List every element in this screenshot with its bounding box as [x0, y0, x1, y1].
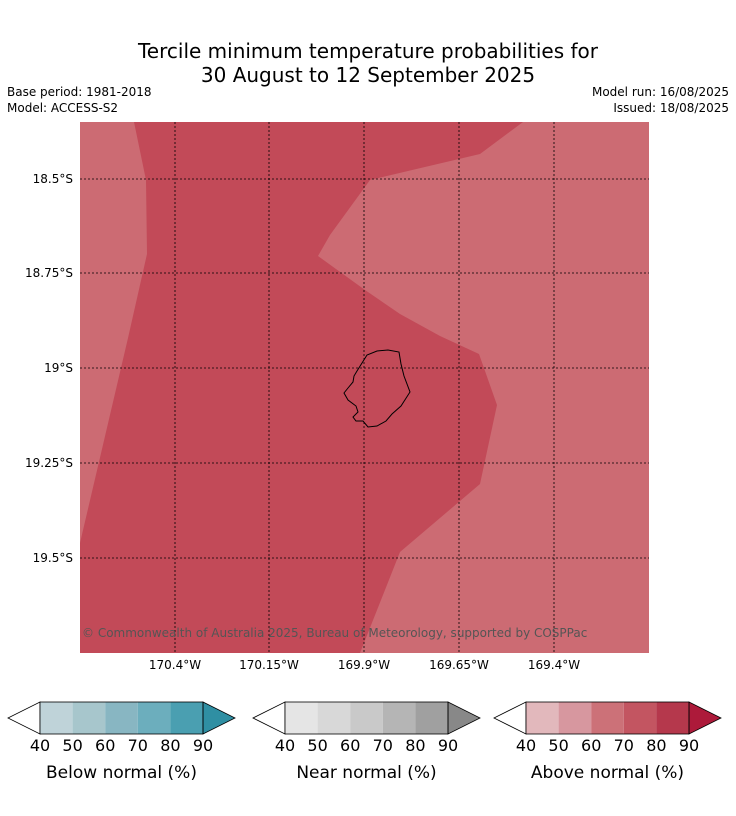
colorbar-below-under-arrow — [7, 701, 41, 735]
colorbar-above-title: Above normal (%) — [531, 763, 684, 783]
colorbar-above-frame — [525, 701, 690, 735]
colorbar-near-normal: 40 50 60 70 80 90 Near normal (%) — [252, 701, 481, 783]
colorbar-near-bin-4 — [382, 702, 416, 734]
lon-label-2: 170.15°W — [239, 658, 299, 672]
colorbar-above-bin-4 — [623, 702, 657, 734]
colorbar-above-tick-1: 40 — [516, 736, 536, 755]
colorbar-below-bin-1 — [40, 702, 73, 734]
colorbar-above-bin-5 — [656, 702, 689, 734]
base-period: Base period: 1981-2018 — [7, 85, 152, 99]
colorbar-near-tick-4: 70 — [373, 736, 393, 755]
colorbar-above-normal: 40 50 60 70 80 90 Above normal (%) — [493, 701, 722, 783]
colorbar-near-frame — [284, 701, 449, 735]
island-coastline — [343, 349, 411, 428]
colorbar-near-bin-1 — [285, 702, 318, 734]
colorbar-above-bin-3 — [591, 702, 624, 734]
colorbar-near-bin-5 — [415, 702, 448, 734]
colorbar-above-bin-1 — [526, 702, 559, 734]
meta-left: Base period: 1981-2018 Model: ACCESS-S2 — [7, 84, 152, 116]
colorbar-below-bin-5 — [170, 702, 203, 734]
colorbar-near-tick-6: 90 — [438, 736, 458, 755]
colorbar-below-tick-6: 90 — [193, 736, 213, 755]
model-name: Model: ACCESS-S2 — [7, 101, 119, 115]
colorbar-below-bin-3 — [105, 702, 138, 734]
colorbar-below-title: Below normal (%) — [46, 763, 197, 783]
colorbar-below-tick-5: 80 — [160, 736, 180, 755]
lat-label-1: 18.5°S — [33, 172, 73, 186]
colorbar-above-tick-5: 80 — [646, 736, 666, 755]
map-panel: © Commonwealth of Australia 2025, Bureau… — [80, 122, 649, 653]
colorbar-above-tick-2: 50 — [548, 736, 568, 755]
colorbar-below-over-arrow — [202, 701, 236, 735]
colorbar-above-over-arrow — [688, 701, 722, 735]
colorbar-below-bin-4 — [137, 702, 171, 734]
lon-label-3: 169.9°W — [338, 658, 390, 672]
longitude-labels: 170.4°W 170.15°W 169.9°W 169.65°W 169.4°… — [149, 658, 580, 672]
lat-label-3: 19°S — [44, 361, 73, 375]
copyright-notice: © Commonwealth of Australia 2025, Bureau… — [82, 626, 587, 640]
latitude-labels: 18.5°S 18.75°S 19°S 19.25°S 19.5°S — [25, 172, 73, 565]
issued-date: Issued: 18/08/2025 — [613, 101, 729, 115]
colorbar-below-frame — [39, 701, 204, 735]
lat-label-5: 19.5°S — [33, 551, 73, 565]
lon-label-4: 169.65°W — [429, 658, 489, 672]
colorbar-below-normal: 40 50 60 70 80 90 Below normal (%) — [7, 701, 236, 783]
title-line-2: 30 August to 12 September 2025 — [200, 63, 536, 87]
colorbar-near-over-arrow — [447, 701, 481, 735]
colorbar-above-tick-4: 70 — [614, 736, 634, 755]
colorbar-below-tick-2: 50 — [62, 736, 82, 755]
lat-label-2: 18.75°S — [25, 266, 73, 280]
meta-right: Model run: 16/08/2025 Issued: 18/08/2025 — [592, 84, 729, 116]
gridlines — [80, 122, 649, 653]
colorbar-below-tick-4: 70 — [128, 736, 148, 755]
map-title: Tercile minimum temperature probabilitie… — [0, 39, 736, 87]
colorbar-below-bin-2 — [72, 702, 106, 734]
lon-label-5: 169.4°W — [528, 658, 580, 672]
colorbar-near-title: Near normal (%) — [296, 763, 436, 783]
model-run: Model run: 16/08/2025 — [591, 85, 729, 99]
lat-label-4: 19.25°S — [25, 456, 73, 470]
colorbar-near-under-arrow — [252, 701, 286, 735]
map-zone-above-70-80 — [80, 122, 523, 653]
title-line-1: Tercile minimum temperature probabilitie… — [137, 39, 599, 63]
colorbar-above-under-arrow — [493, 701, 527, 735]
colorbar-above-tick-3: 60 — [581, 736, 601, 755]
colorbar-near-tick-2: 50 — [307, 736, 327, 755]
colorbar-near-bin-3 — [350, 702, 383, 734]
colorbar-near-tick-1: 40 — [275, 736, 295, 755]
colorbar-below-tick-1: 40 — [30, 736, 50, 755]
colorbar-near-tick-5: 80 — [405, 736, 425, 755]
lon-label-1: 170.4°W — [149, 658, 201, 672]
colorbar-below-tick-3: 60 — [95, 736, 115, 755]
colorbar-near-tick-3: 60 — [340, 736, 360, 755]
colorbar-near-bin-2 — [317, 702, 351, 734]
colorbar-above-tick-6: 90 — [679, 736, 699, 755]
colorbar-above-bin-2 — [558, 702, 592, 734]
